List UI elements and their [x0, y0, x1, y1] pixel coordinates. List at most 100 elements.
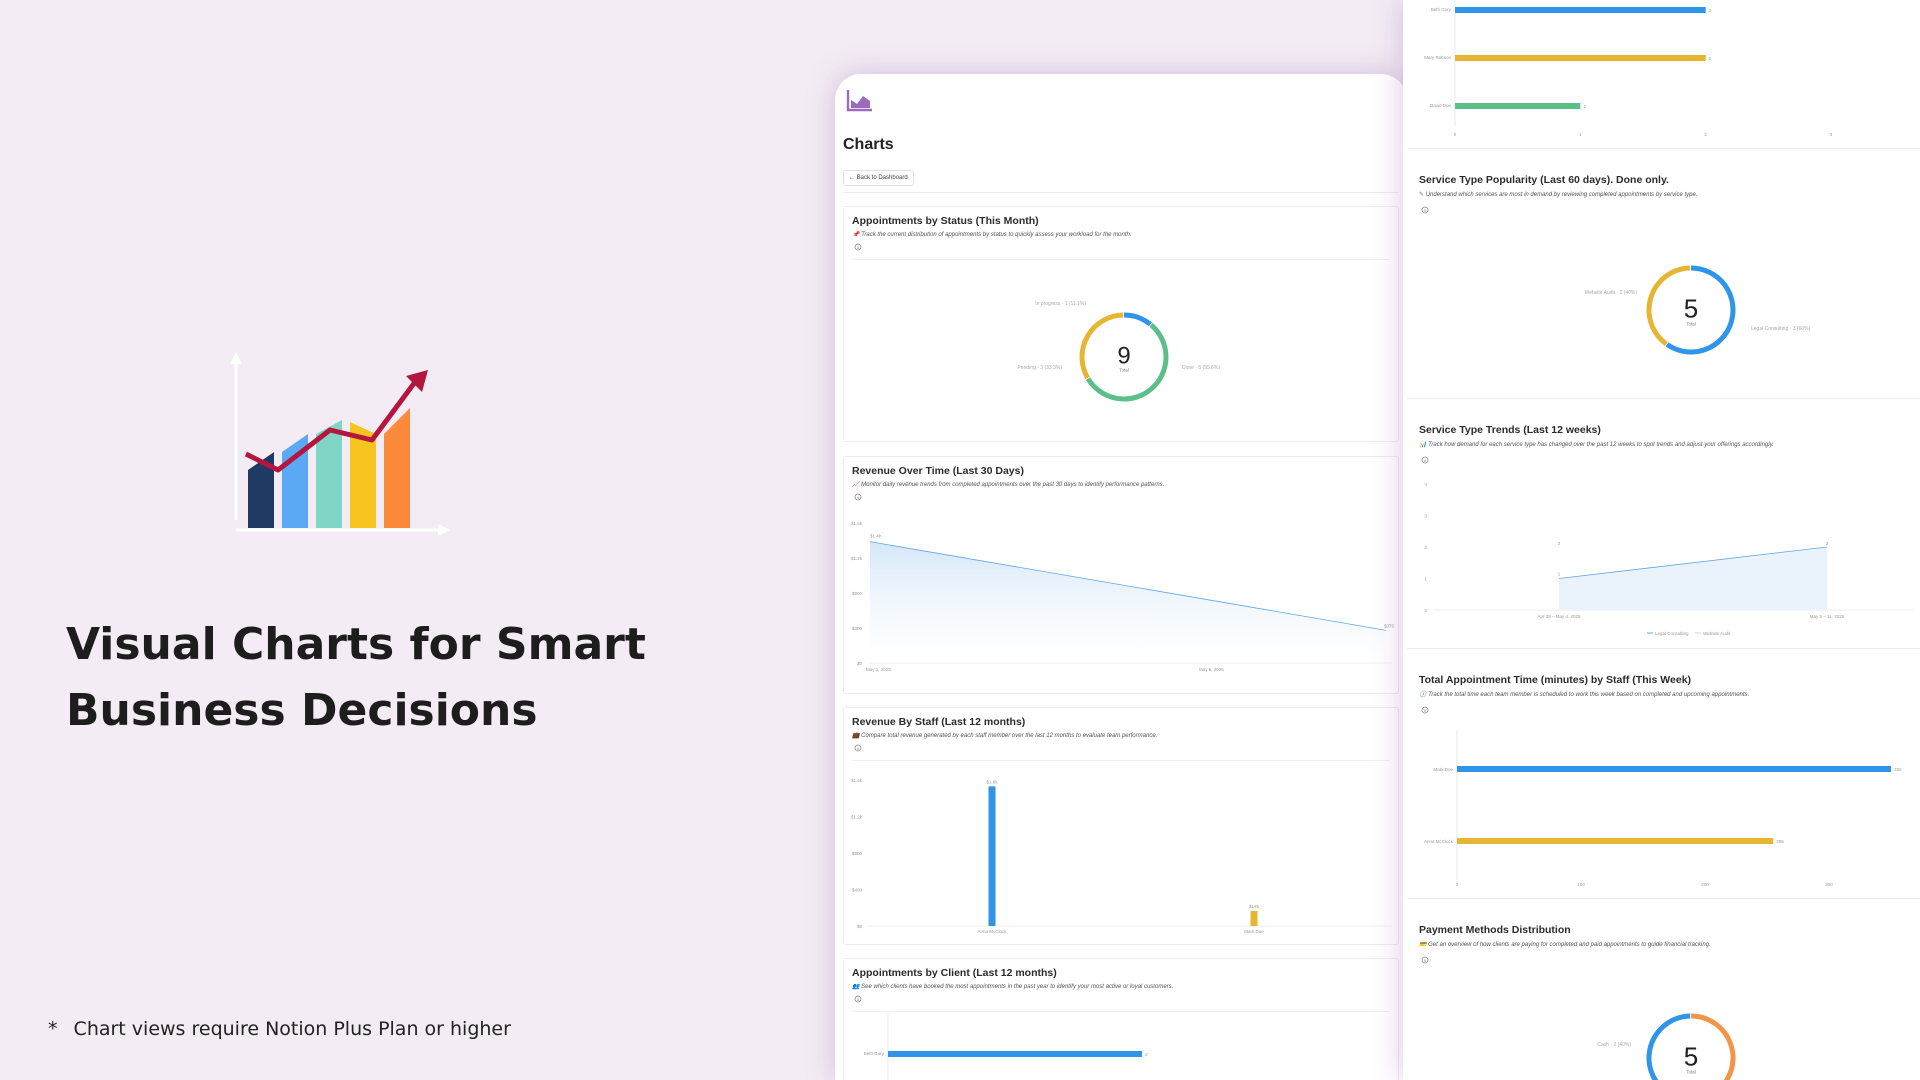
legend-label: Website Audit	[1703, 631, 1731, 636]
info-icon[interactable]	[854, 995, 862, 1003]
staff-time-bar	[1457, 838, 1774, 844]
staff-time-bar	[1457, 766, 1891, 772]
donut-slice	[1123, 312, 1152, 327]
card-appointments-by-status: Appointments by Status (This Month) 📌 Tr…	[843, 206, 1399, 442]
card-description: 🕓 Track the total time each team member …	[1419, 691, 1749, 698]
donut-total: 9	[1117, 343, 1130, 370]
y-tick-label: 3	[1424, 514, 1427, 519]
card-description-text: Understand which services are most in de…	[1425, 192, 1698, 198]
x-tick-label: 0	[1454, 132, 1457, 137]
card-divider	[852, 1011, 1390, 1012]
staff-bar	[988, 786, 996, 926]
revenue-line-chart[interactable]: $1.5k $1.2k $900 $300 $0 $1.4k $375 May 1, 2025…	[844, 511, 1399, 694]
footnote: * Chart views require Notion Plus Plan o…	[48, 1018, 511, 1040]
service-trends-line-chart[interactable]: 4 3 2 1 0 2 1 2 Apr 28 – May 4, 2025 May 5 – 11, …	[1403, 470, 1920, 646]
y-tick-label: 1	[1424, 577, 1427, 582]
card-description-text: Get an overview of how clients are payin…	[1428, 942, 1711, 948]
slice-label: In progress · 1 (11.1%)	[1035, 301, 1086, 307]
y-tick-label: $300	[852, 626, 863, 631]
card-description: 👥 See which clients have booked the most…	[852, 983, 1173, 990]
back-to-dashboard-button[interactable]: ← Back to Dashboard	[843, 170, 914, 186]
bar-value-label: 1	[1583, 104, 1586, 109]
client-bar	[1455, 7, 1706, 13]
donut-slice	[1646, 1013, 1691, 1080]
y-tick-label: Mary Robson	[1424, 55, 1451, 60]
client-bar-chart-continued[interactable]: Beth Gory 2 Mary Robson 2 David Doe 1 0 1 2 3	[1403, 0, 1920, 140]
y-tick-label: 4	[1424, 482, 1427, 487]
card-description-text: Track how demand for each service type h…	[1428, 442, 1774, 448]
card-description: 📊 Track how demand for each service type…	[1419, 441, 1774, 448]
client-bar	[1455, 103, 1581, 109]
y-tick-label: 2	[1424, 545, 1427, 550]
y-tick-label: $1.2k	[851, 815, 863, 820]
info-icon[interactable]	[1421, 706, 1429, 714]
card-description-text: See which clients have booked the most a…	[861, 984, 1174, 990]
y-tick-label: 0	[1424, 608, 1427, 613]
x-tick-label: Mark Doe	[1244, 929, 1264, 934]
donut-total-label: Total	[1686, 321, 1696, 326]
trend-area	[1559, 547, 1827, 610]
chart-emoji-icon: 📈	[852, 482, 860, 488]
back-button-label: Back to Dashboard	[856, 175, 908, 181]
info-icon[interactable]	[1421, 206, 1429, 214]
y-tick-label: $900	[852, 591, 863, 596]
bar-value-label: $165	[1249, 904, 1260, 909]
rising-bar-chart-icon	[230, 352, 450, 536]
point-label: 2	[1558, 541, 1561, 546]
card-icon: 💳	[1419, 942, 1427, 948]
info-icon[interactable]	[854, 243, 862, 251]
card-description: ✎ Understand which services are most in …	[1419, 191, 1698, 198]
bar-value-label: 2	[1709, 8, 1712, 13]
point-label: $1.4k	[870, 534, 882, 539]
appointment-time-bar-chart[interactable]: Mark Doe 350 Anna McClock 255 0 100 200 300	[1403, 720, 1920, 896]
info-icon[interactable]	[854, 493, 862, 501]
x-tick-label: 200	[1701, 882, 1709, 887]
info-icon[interactable]	[1421, 456, 1429, 464]
arrow-left-icon: ←	[849, 175, 855, 181]
card-title: Service Type Popularity (Last 60 days). …	[1419, 174, 1669, 186]
card-description: 📌 Track the current distribution of appo…	[852, 231, 1132, 238]
card-divider	[852, 760, 1390, 761]
client-bar-chart[interactable]: Beth Gory 2	[844, 1013, 1399, 1080]
revenue-area	[870, 541, 1386, 663]
x-tick-label: 2	[1704, 132, 1707, 137]
x-tick-label: May 5 – 11, 2025	[1810, 614, 1845, 619]
point-label: 2	[1826, 541, 1829, 546]
client-bar	[888, 1051, 1142, 1057]
section-divider	[1407, 648, 1920, 649]
donut-slice	[1690, 1013, 1736, 1080]
y-tick-label: $1.6k	[851, 778, 863, 783]
y-tick-label: $1.5k	[851, 521, 863, 526]
pencil-icon: ✎	[1419, 192, 1425, 198]
people-icon: 👥	[852, 984, 860, 990]
bar-value-label: 2	[1709, 56, 1712, 61]
y-tick-label: $0	[857, 661, 863, 666]
card-description: 💼 Compare total revenue generated by eac…	[852, 732, 1157, 739]
card-description-text: Monitor daily revenue trends from comple…	[861, 482, 1165, 488]
clock-icon: 🕓	[1419, 692, 1427, 698]
footnote-star: *	[48, 1018, 58, 1040]
staff-bar	[1250, 910, 1258, 926]
y-tick-label: $400	[852, 888, 863, 893]
card-revenue-by-staff: Revenue By Staff (Last 12 months) 💼 Comp…	[843, 707, 1399, 945]
revenue-staff-bar-chart[interactable]: $1.6k $1.2k $800 $400 $0 $1.6k Anna McClock $16…	[844, 762, 1399, 945]
section-divider	[1407, 898, 1920, 899]
status-donut-chart[interactable]: In progress · 1 (11.1%) Done · 5 (55.6%) P…	[844, 261, 1399, 442]
card-description-text: Track the total time each team member is…	[1428, 692, 1750, 698]
charts-page-left: Charts ← Back to Dashboard Appointments …	[835, 74, 1407, 1080]
y-tick-label: $800	[852, 851, 863, 856]
footnote-text: Chart views require Notion Plus Plan or …	[73, 1018, 511, 1040]
header-divider	[843, 192, 1399, 193]
info-icon[interactable]	[1421, 956, 1429, 964]
service-popularity-donut-chart[interactable]: Legal Consulting · 3 (60%) Website Audit …	[1403, 222, 1920, 392]
donut-total: 5	[1684, 1041, 1698, 1071]
card-appointments-by-client: Appointments by Client (Last 12 months) …	[843, 958, 1399, 1080]
section-divider	[1407, 398, 1920, 399]
x-tick-label: 300	[1825, 882, 1833, 887]
info-icon[interactable]	[854, 744, 862, 752]
slice-label: Done · 5 (55.6%)	[1182, 365, 1220, 371]
donut-slice	[1665, 265, 1736, 355]
trend-line	[1558, 546, 1828, 579]
slice-label: Legal Consulting · 3 (60%)	[1751, 326, 1811, 332]
